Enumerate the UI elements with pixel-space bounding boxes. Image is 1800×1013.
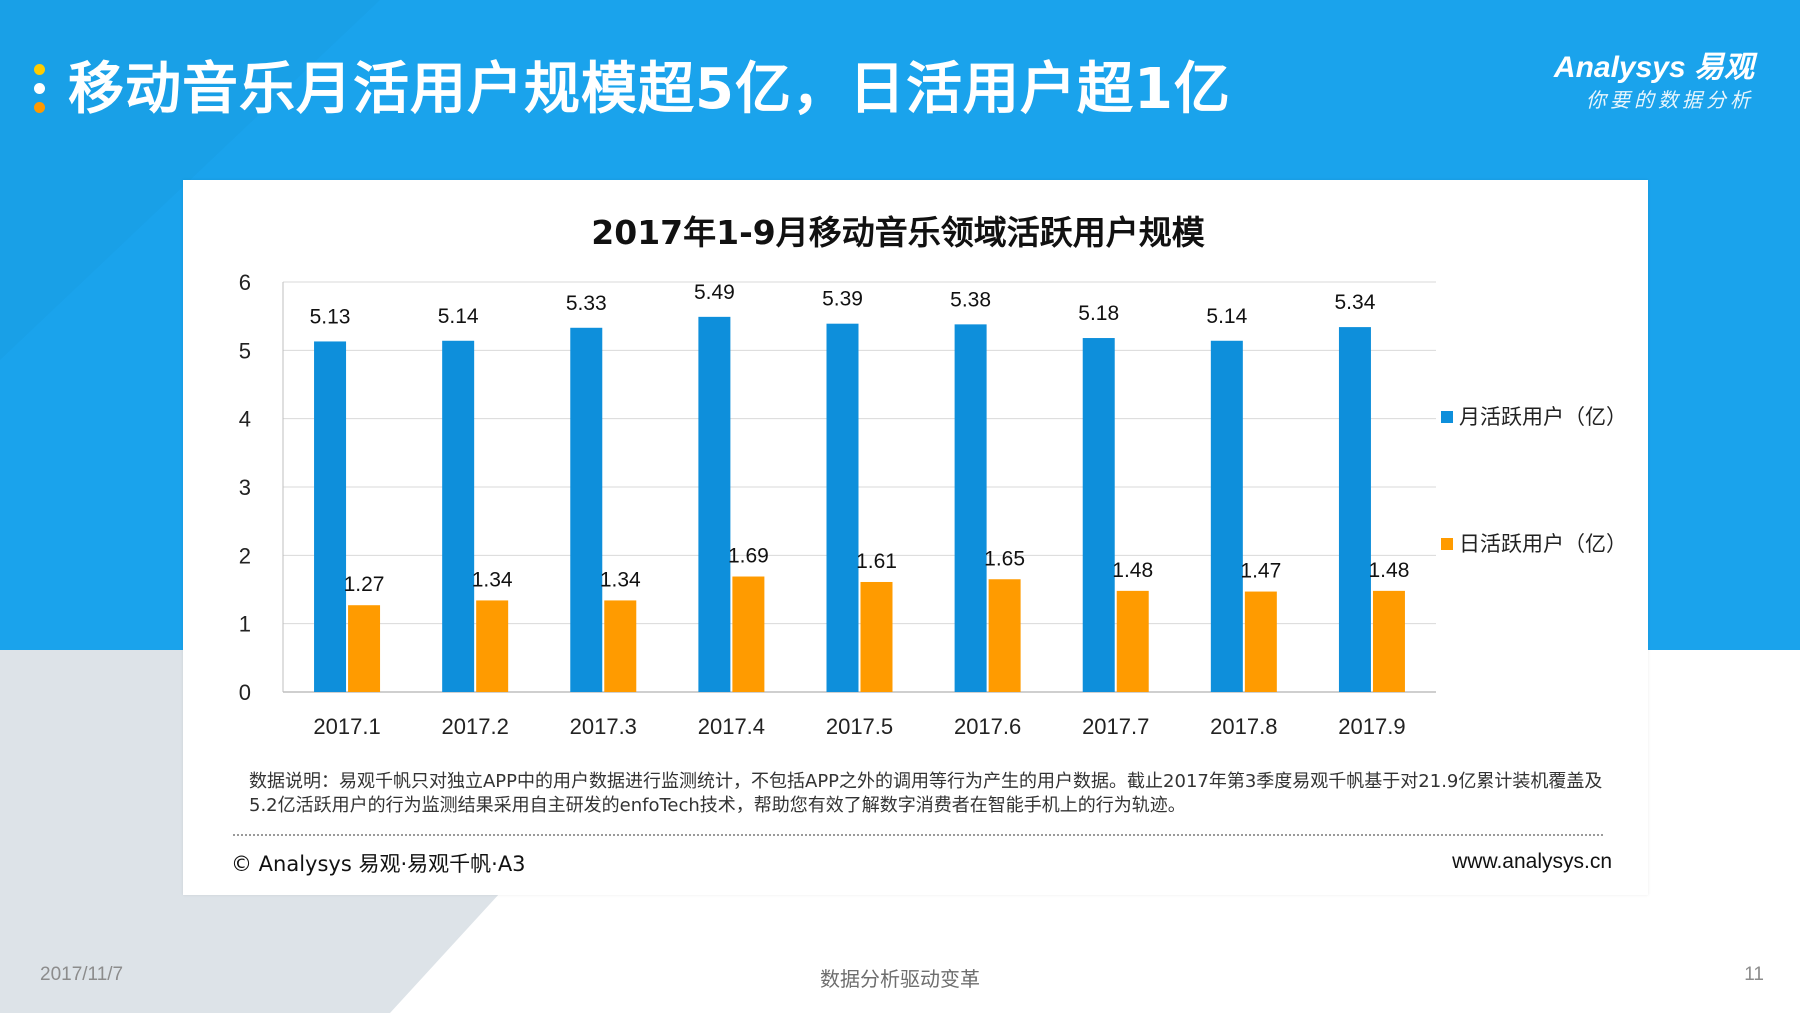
bar-monthly bbox=[1210, 340, 1243, 692]
legend-swatch-daily bbox=[1441, 538, 1453, 550]
y-tick-label: 6 bbox=[239, 270, 251, 295]
divider bbox=[233, 834, 1603, 836]
bar-daily bbox=[1116, 590, 1149, 692]
x-tick-label: 2017.3 bbox=[570, 714, 637, 739]
bar-monthly bbox=[1338, 327, 1371, 692]
x-tick-label: 2017.7 bbox=[1082, 714, 1149, 739]
data-label-daily: 1.34 bbox=[600, 568, 641, 591]
data-note: 数据说明：易观千帆只对独立APP中的用户数据进行监测统计，不包括APP之外的调用… bbox=[249, 771, 1603, 816]
legend-swatch-monthly bbox=[1441, 411, 1453, 423]
bar-chart: 0 1 2 3 4 5 6 5.13 1.27 2017.1 5.14 1.34 2017.2 5.33 1… bbox=[239, 270, 1436, 739]
data-label-daily: 1.48 bbox=[1112, 559, 1153, 582]
footer-date: 2017/11/7 bbox=[40, 964, 124, 985]
x-tick-label: 2017.6 bbox=[954, 714, 1021, 739]
data-label-monthly: 5.38 bbox=[950, 288, 991, 311]
bar-daily bbox=[988, 579, 1021, 692]
x-tick-label: 2017.5 bbox=[826, 714, 893, 739]
bar-monthly bbox=[1082, 338, 1115, 692]
chart-title: 2017年1-9月移动音乐领域活跃用户规模 bbox=[591, 213, 1205, 252]
x-tick-label: 2017.1 bbox=[313, 714, 380, 739]
x-tick-label: 2017.9 bbox=[1338, 714, 1405, 739]
y-tick-label: 2 bbox=[239, 543, 251, 568]
data-label-daily: 1.65 bbox=[984, 547, 1025, 570]
bar-daily bbox=[1244, 591, 1277, 692]
y-tick-label: 0 bbox=[239, 680, 251, 705]
bar-daily bbox=[860, 581, 893, 692]
bar-daily bbox=[732, 576, 765, 692]
title-bullet-icon bbox=[34, 64, 46, 118]
bar-monthly bbox=[826, 323, 859, 692]
y-tick-label: 5 bbox=[239, 338, 251, 363]
bar-monthly bbox=[314, 341, 347, 692]
bar-daily bbox=[476, 600, 509, 692]
data-label-daily: 1.48 bbox=[1369, 559, 1410, 582]
bar-monthly bbox=[570, 327, 603, 692]
footer-slogan: 数据分析驱动变革 bbox=[820, 967, 980, 991]
x-tick-label: 2017.4 bbox=[698, 714, 765, 739]
bar-monthly bbox=[954, 324, 987, 692]
legend-label-monthly: 月活跃用户（亿） bbox=[1459, 405, 1627, 429]
data-label-daily: 1.69 bbox=[728, 545, 769, 568]
data-label-monthly: 5.49 bbox=[694, 281, 735, 304]
copyright-text: © Analysys 易观·易观千帆·A3 bbox=[231, 852, 526, 876]
data-label-daily: 1.61 bbox=[856, 550, 897, 573]
logo-brand: Analysys 易观 bbox=[1553, 51, 1754, 84]
website-link[interactable]: www.analysys.cn bbox=[1452, 850, 1612, 873]
data-label-monthly: 5.18 bbox=[1078, 302, 1119, 325]
data-label-daily: 1.27 bbox=[344, 573, 385, 596]
data-label-monthly: 5.13 bbox=[310, 305, 351, 328]
bar-monthly bbox=[442, 340, 475, 692]
page-title: 移动音乐月活用户规模超5亿，日活用户超1亿 bbox=[68, 57, 1231, 122]
y-tick-label: 4 bbox=[239, 407, 251, 432]
chart-legend: 月活跃用户（亿） 日活跃用户（亿） bbox=[1441, 402, 1641, 572]
bar-daily bbox=[348, 605, 381, 692]
y-tick-label: 3 bbox=[239, 475, 251, 500]
bar-daily bbox=[1372, 590, 1405, 692]
page-number: 11 bbox=[1744, 964, 1764, 985]
chart-card: 0 1 2 3 4 5 6 5.13 1.27 2017.1 5.14 1.34 2017.2 5.33 1… bbox=[183, 180, 1648, 895]
data-label-daily: 1.47 bbox=[1240, 560, 1281, 583]
bar-monthly bbox=[698, 316, 731, 692]
data-label-monthly: 5.14 bbox=[1206, 305, 1247, 328]
x-tick-label: 2017.2 bbox=[442, 714, 509, 739]
legend-label-daily: 日活跃用户（亿） bbox=[1459, 532, 1627, 556]
data-label-monthly: 5.33 bbox=[566, 292, 607, 315]
data-label-monthly: 5.39 bbox=[822, 288, 863, 311]
y-tick-label: 1 bbox=[239, 612, 251, 637]
analysys-logo: Analysys 易观 你要的数据分析 bbox=[1514, 50, 1754, 120]
x-tick-label: 2017.8 bbox=[1210, 714, 1277, 739]
data-label-monthly: 5.14 bbox=[438, 305, 479, 328]
data-label-monthly: 5.34 bbox=[1335, 291, 1376, 314]
data-label-daily: 1.34 bbox=[472, 568, 513, 591]
bar-daily bbox=[604, 600, 637, 692]
logo-tagline: 你要的数据分析 bbox=[1586, 90, 1754, 112]
